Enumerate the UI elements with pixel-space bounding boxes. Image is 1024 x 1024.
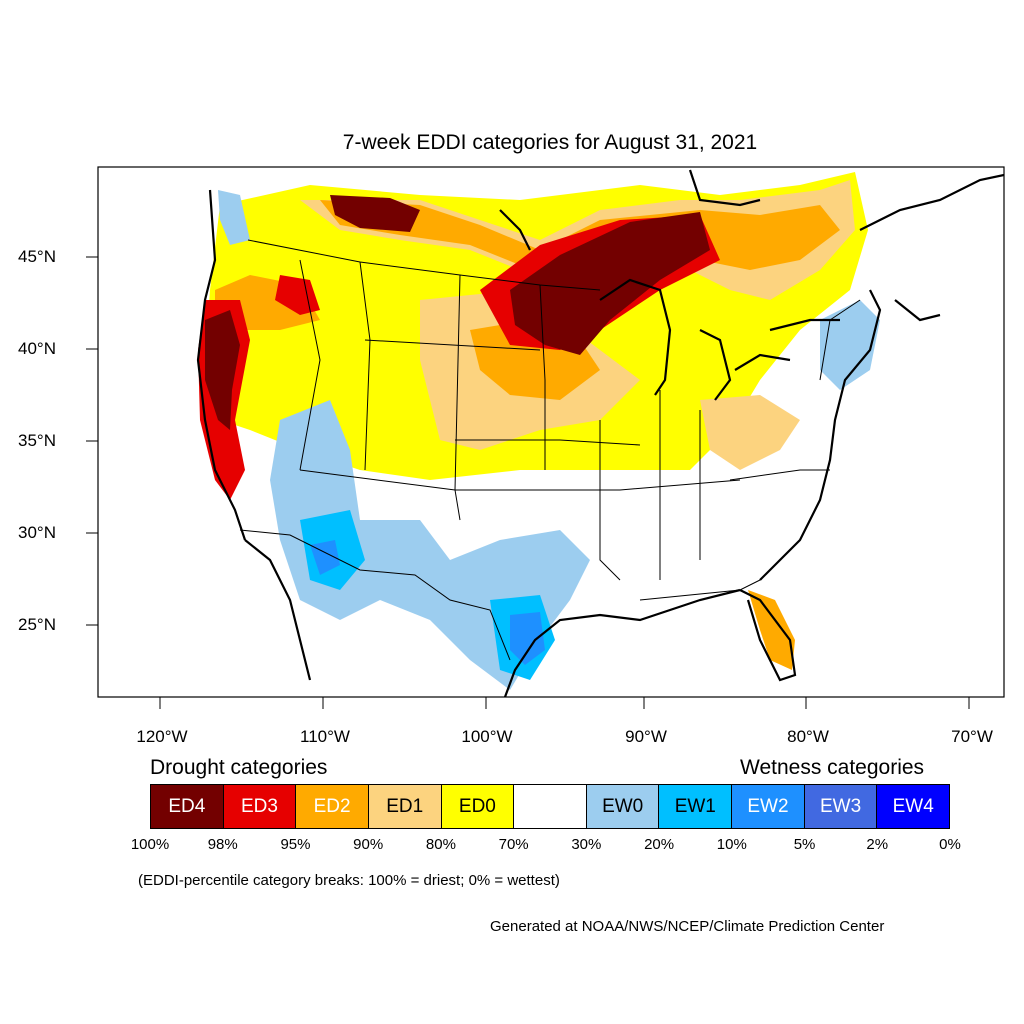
map-title: 7-week EDDI categories for August 31, 20…	[342, 131, 758, 154]
legend-box-ed3: ED3	[223, 785, 297, 828]
ed4-region-california	[205, 310, 240, 430]
axis-ticks	[86, 256, 970, 709]
legend-box-ed2: ED2	[296, 785, 369, 828]
category-note: (EDDI-percentile category breaks: 100% =…	[138, 872, 560, 889]
lat-label-35: 35°N	[18, 431, 56, 450]
legend-box-ew0: EW0	[586, 785, 660, 828]
lat-label-45: 45°N	[18, 247, 56, 266]
lon-label-100w: 100°W	[461, 727, 513, 746]
percentile-break: 80%	[425, 836, 456, 853]
legend-box-ed0: ED0	[441, 785, 515, 828]
lat-label-25: 25°N	[18, 615, 56, 634]
category-legend: ED4 ED3 ED2 ED1 ED0 EW0 EW1 EW2 EW3 EW4	[150, 784, 950, 829]
ed4-region-upper-midwest	[510, 212, 710, 355]
lon-label-110w: 110°W	[300, 727, 350, 746]
map-frame	[97, 166, 1005, 698]
eddi-map	[86, 166, 1005, 709]
percentile-break: 95%	[280, 836, 311, 853]
lon-label-90w: 90°W	[625, 727, 667, 746]
percentile-break: 100%	[130, 836, 170, 853]
ew0-region-northwest	[218, 190, 250, 245]
percentile-break: 2%	[866, 836, 889, 853]
lon-label-120w: 120°W	[136, 727, 188, 746]
percentile-break: 0%	[939, 836, 961, 853]
legend-box-ew3: EW3	[804, 785, 878, 828]
percentile-break: 90%	[353, 836, 384, 853]
legend-box-neutral	[514, 785, 587, 828]
ed4-region-montana	[330, 195, 420, 232]
legend-box-ew4: EW4	[877, 785, 950, 828]
legend-box-ew2: EW2	[732, 785, 805, 828]
lon-label-70w: 70°W	[951, 727, 993, 746]
legend-box-ed4: ED4	[151, 785, 224, 828]
coastlines	[196, 169, 1004, 697]
lat-label-40: 40°N	[18, 339, 56, 358]
percentile-break: 10%	[716, 836, 747, 853]
ed2-region-florida	[748, 590, 795, 670]
drought-heading: Drought categories	[150, 756, 328, 779]
percentile-break: 70%	[498, 836, 529, 853]
legend-box-ew1: EW1	[659, 785, 733, 828]
ed1-region-ohio	[700, 395, 800, 470]
legend-box-ed1: ED1	[368, 785, 442, 828]
ew0-region-northeast	[820, 300, 880, 390]
credit-line: Generated at NOAA/NWS/NCEP/Climate Predi…	[490, 918, 885, 935]
percentile-break: 30%	[571, 836, 602, 853]
percentile-break: 98%	[207, 836, 238, 853]
percentile-break: 5%	[793, 836, 816, 853]
ew2-region-texas	[510, 612, 545, 665]
wetness-heading: Wetness categories	[740, 756, 925, 779]
percentile-break: 20%	[644, 836, 675, 853]
lat-label-30: 30°N	[18, 523, 56, 542]
lon-label-80w: 80°W	[787, 727, 829, 746]
